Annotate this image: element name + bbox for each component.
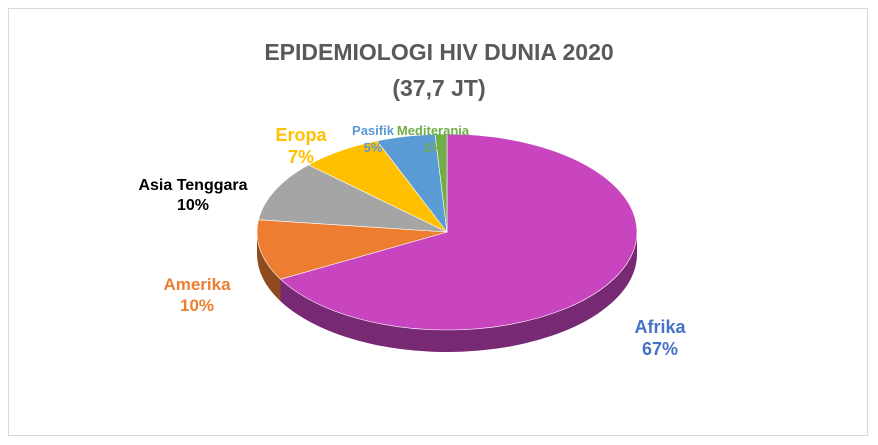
slice-top — [434, 133, 448, 233]
category-label: Pasifik — [352, 123, 395, 138]
value-label: 10% — [180, 296, 214, 315]
value-label: 1% — [424, 140, 443, 155]
slice — [258, 164, 448, 233]
value-label: 67% — [642, 339, 678, 359]
slice-top — [258, 164, 448, 233]
value-label: 10% — [177, 197, 209, 214]
slice — [434, 133, 448, 233]
slice-top — [279, 133, 638, 331]
chart-border — [8, 8, 868, 436]
category-label: Afrika — [634, 317, 686, 337]
value-label: 5% — [364, 140, 383, 155]
category-label: Amerika — [163, 275, 231, 294]
slice — [256, 219, 448, 302]
slice-side — [280, 232, 637, 352]
category-label: Asia Tenggara — [138, 177, 247, 194]
slice — [279, 133, 638, 352]
slice-top — [256, 219, 448, 280]
category-label: Mediterania — [397, 123, 470, 138]
category-label: Eropa — [275, 125, 327, 145]
value-label: 7% — [288, 147, 314, 167]
chart-title: EPIDEMIOLOGI HIV DUNIA 2020 (37,7 JT) — [264, 39, 614, 101]
